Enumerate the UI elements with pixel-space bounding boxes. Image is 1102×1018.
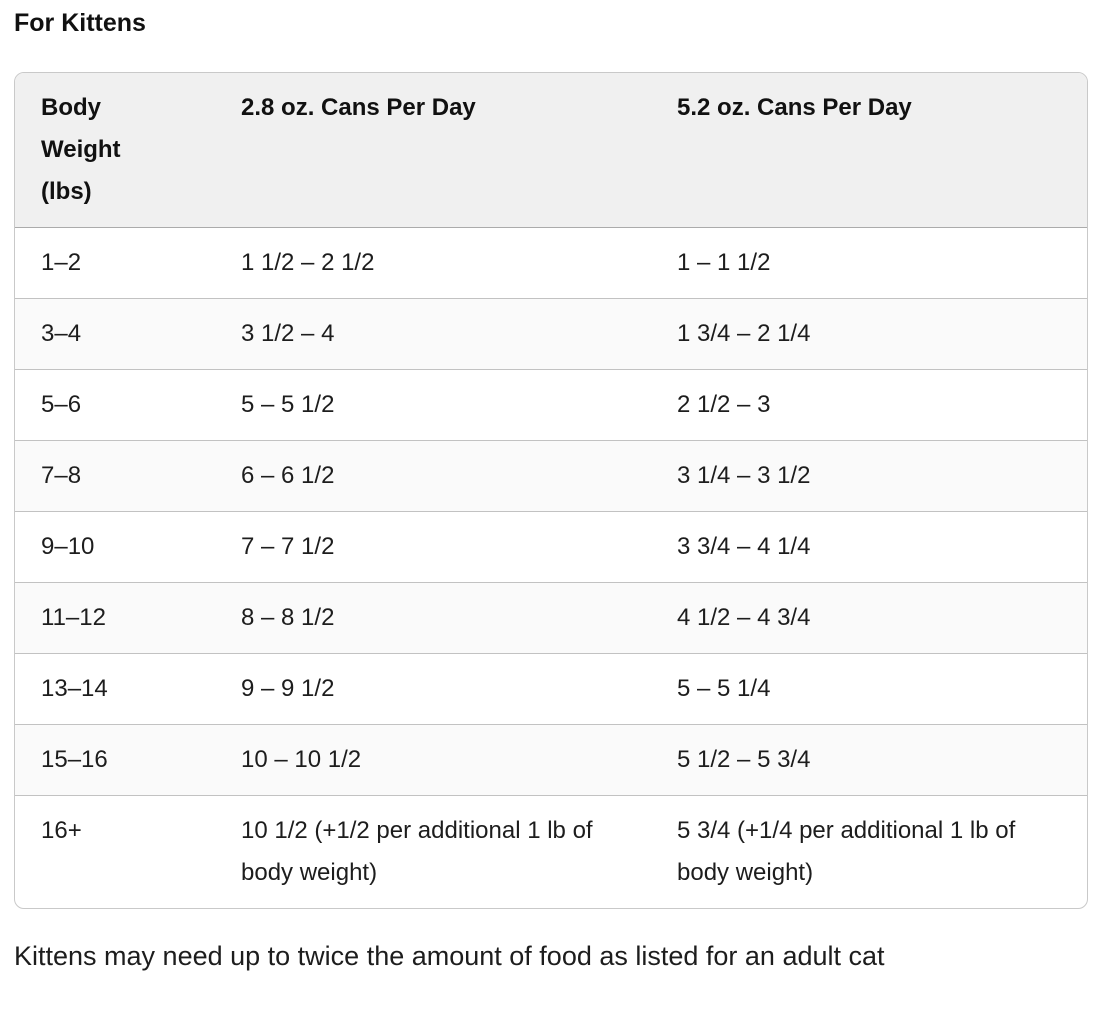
body-weight-cell: 3–4: [15, 298, 215, 370]
body-weight-cell: 1–2: [41, 249, 82, 276]
small-cans-cell: 7 – 7 1/2: [215, 511, 651, 583]
large-cans-cell: 1 3/4 – 2 1/4: [651, 298, 1087, 370]
small-cans-cell: 8 – 8 1/2: [215, 582, 651, 654]
large-cans-cell: 3 1/4 – 3 1/2: [651, 440, 1087, 512]
body-weight-cell: 13–14: [15, 653, 215, 725]
kitten-feeding-table: Body Weight (lbs) 2.8 oz. Cans Per Day 5…: [15, 73, 1087, 908]
table-row: 15–16 10 – 10 1/2 5 1/2 – 5 3/4: [15, 724, 1087, 796]
table-row: 9–10 7 – 7 1/2 3 3/4 – 4 1/4: [15, 511, 1087, 583]
table-row: 1–2 1 1/2 – 2 1/2 1 – 1 1/2: [15, 228, 1087, 299]
small-cans-cell: 5 – 5 1/2: [215, 369, 651, 441]
small-cans-cell: 9 – 9 1/2: [215, 653, 651, 725]
table-row: 5–6 5 – 5 1/2 2 1/2 – 3: [15, 369, 1087, 441]
table-header-row: Body Weight (lbs) 2.8 oz. Cans Per Day 5…: [15, 73, 1087, 228]
large-cans-cell: 5 1/2 – 5 3/4: [651, 724, 1087, 796]
table-row: 13–14 9 – 9 1/2 5 – 5 1/4: [15, 653, 1087, 725]
table-header: Body Weight (lbs) 2.8 oz. Cans Per Day 5…: [15, 73, 1087, 228]
large-cans-cell: 3 3/4 – 4 1/4: [651, 511, 1087, 583]
body-weight-cell: 16+: [15, 795, 215, 908]
small-cans-cell: 1 1/2 – 2 1/2: [241, 249, 375, 276]
body-weight-cell: 5–6: [15, 369, 215, 441]
table-row: 16+ 10 1/2 (+1/2 per additional 1 lb of b…: [15, 795, 1087, 908]
large-cans-cell: 5 – 5 1/4: [651, 653, 1087, 725]
table-row: 7–8 6 – 6 1/2 3 1/4 – 3 1/2: [15, 440, 1087, 512]
body-weight-cell: 7–8: [15, 440, 215, 512]
table-row: 11–12 8 – 8 1/2 4 1/2 – 4 3/4: [15, 582, 1087, 654]
large-cans-cell: 4 1/2 – 4 3/4: [651, 582, 1087, 654]
small-cans-cell: 6 – 6 1/2: [215, 440, 651, 512]
column-header-body-weight: Body Weight (lbs): [15, 73, 215, 228]
large-cans-cell: 1 – 1 1/2: [677, 249, 771, 276]
column-header-small-cans: 2.8 oz. Cans Per Day: [215, 73, 651, 228]
footnote: Kittens may need up to twice the amount …: [14, 941, 885, 971]
body-weight-cell: 15–16: [15, 724, 215, 796]
large-cans-cell: 2 1/2 – 3: [651, 369, 1087, 441]
page-title: For Kittens: [14, 9, 146, 37]
small-cans-cell: 10 – 10 1/2: [215, 724, 651, 796]
small-cans-cell: 10 1/2 (+1/2 per additional 1 lb of body…: [215, 795, 651, 908]
large-cans-cell: 5 3/4 (+1/4 per additional 1 lb of body …: [651, 795, 1087, 908]
page: For Kittens Body Weight (lbs) 2.8 oz. Ca…: [14, 9, 1088, 971]
column-header-large-cans: 5.2 oz. Cans Per Day: [651, 73, 1087, 228]
feeding-table-container: Body Weight (lbs) 2.8 oz. Cans Per Day 5…: [14, 72, 1088, 909]
small-cans-cell: 3 1/2 – 4: [215, 298, 651, 370]
body-weight-cell: 9–10: [15, 511, 215, 583]
body-weight-cell: 11–12: [15, 582, 215, 654]
